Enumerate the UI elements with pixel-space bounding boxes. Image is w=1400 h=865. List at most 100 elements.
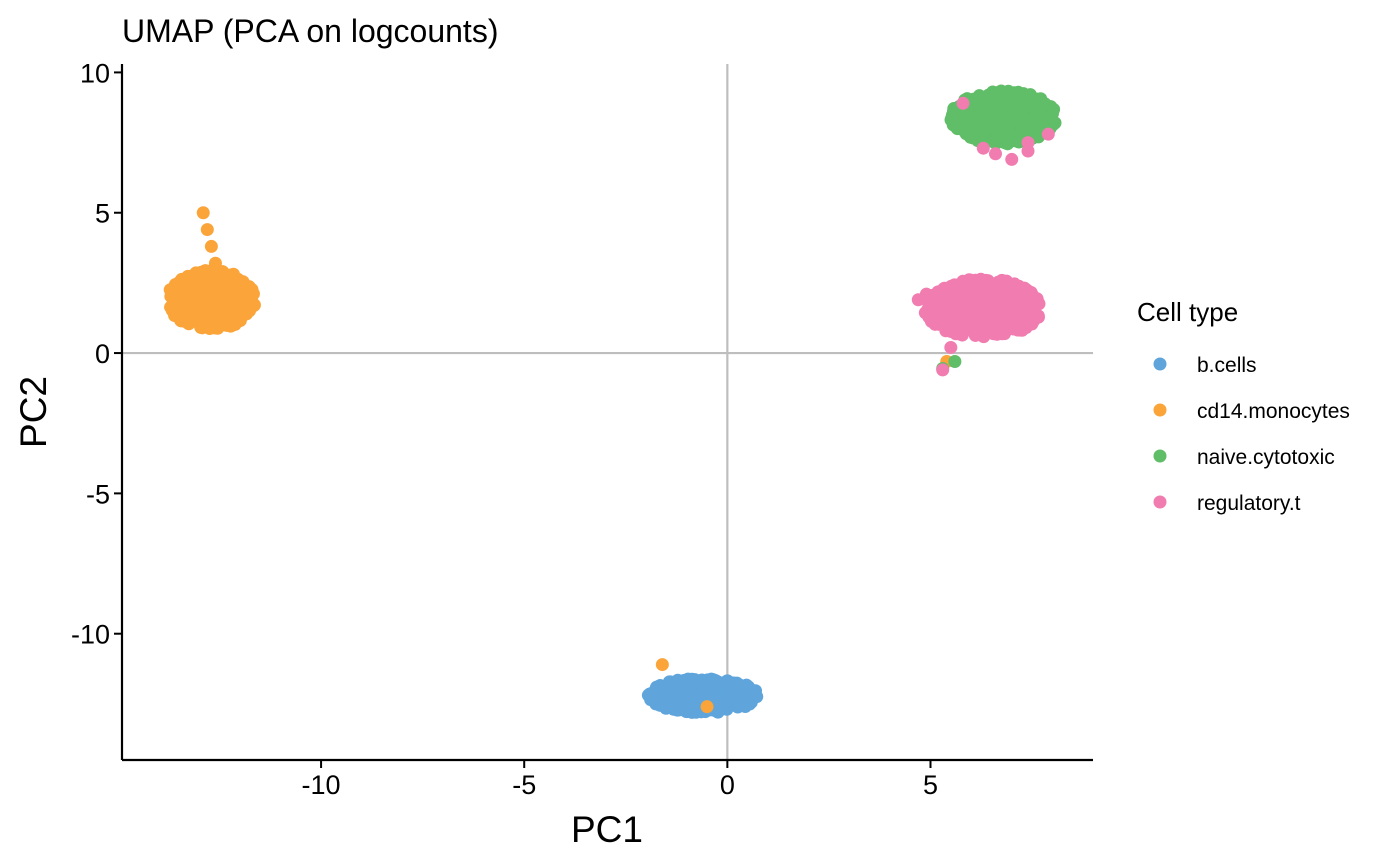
data-point bbox=[947, 111, 961, 125]
data-point bbox=[940, 317, 954, 331]
series-naive.cytotoxic bbox=[944, 84, 1062, 151]
data-point bbox=[985, 98, 999, 112]
data-point bbox=[968, 273, 982, 287]
legend: Cell type b.cells cd14.monocytes naive.cyt… bbox=[1137, 297, 1350, 515]
data-point bbox=[1036, 96, 1050, 110]
series-regulatory.t bbox=[918, 272, 1046, 344]
data-point bbox=[183, 312, 197, 326]
data-point bbox=[961, 118, 975, 132]
data-point bbox=[936, 363, 950, 377]
data-point bbox=[919, 287, 933, 301]
data-point bbox=[1025, 301, 1039, 315]
series-b.cells bbox=[641, 672, 764, 719]
x-tick-label: 0 bbox=[720, 770, 735, 800]
x-tick-label: -5 bbox=[512, 770, 536, 800]
y-tick-label: 5 bbox=[95, 199, 110, 229]
data-point bbox=[164, 289, 178, 303]
y-tick-label: 10 bbox=[80, 58, 110, 88]
data-point bbox=[976, 107, 990, 121]
data-point bbox=[684, 674, 698, 688]
legend-label: regulatory.t bbox=[1197, 492, 1301, 515]
legend-title: Cell type bbox=[1137, 297, 1238, 327]
data-point bbox=[945, 299, 959, 313]
data-point bbox=[990, 131, 1004, 145]
data-point bbox=[684, 688, 698, 702]
data-point bbox=[655, 658, 669, 672]
data-point bbox=[225, 318, 239, 332]
reference-lines bbox=[122, 64, 1093, 760]
data-point bbox=[990, 283, 1004, 297]
x-axis-ticks: -10 -5 0 5 bbox=[302, 760, 938, 800]
data-point bbox=[700, 700, 714, 714]
data-point bbox=[220, 277, 234, 291]
data-point bbox=[961, 315, 975, 329]
data-point bbox=[956, 96, 970, 110]
data-point bbox=[208, 256, 222, 270]
data-point bbox=[1018, 114, 1032, 128]
data-point bbox=[976, 318, 990, 332]
legend-swatch bbox=[1153, 357, 1167, 371]
data-point bbox=[991, 325, 1005, 339]
data-point bbox=[944, 340, 958, 354]
data-point bbox=[948, 354, 962, 368]
x-tick-label: -10 bbox=[302, 770, 341, 800]
data-point bbox=[667, 686, 681, 700]
data-point bbox=[235, 289, 249, 303]
data-point bbox=[975, 124, 989, 138]
data-point bbox=[1004, 116, 1018, 130]
data-point bbox=[1012, 321, 1026, 335]
data-point bbox=[696, 675, 710, 689]
x-axis-title: PC1 bbox=[571, 809, 643, 850]
data-point bbox=[671, 703, 685, 717]
series-extra-cd14.monocytes bbox=[196, 206, 954, 714]
data-point bbox=[199, 319, 213, 333]
data-point bbox=[1041, 127, 1055, 141]
data-point bbox=[200, 310, 214, 324]
scatter-points bbox=[163, 84, 1062, 719]
data-point bbox=[204, 239, 218, 253]
data-point bbox=[1011, 291, 1025, 305]
y-tick-label: 0 bbox=[95, 339, 110, 369]
data-point bbox=[198, 264, 212, 278]
data-point bbox=[1000, 279, 1014, 293]
data-point bbox=[183, 282, 197, 296]
data-point bbox=[1025, 317, 1039, 331]
data-point bbox=[992, 315, 1006, 329]
legend-swatch bbox=[1153, 403, 1167, 417]
data-point bbox=[986, 297, 1000, 311]
data-point bbox=[201, 293, 215, 307]
data-point bbox=[967, 303, 981, 317]
series-extra-regulatory.t bbox=[911, 96, 1055, 377]
data-point bbox=[1045, 106, 1059, 120]
data-point bbox=[951, 326, 965, 340]
data-point bbox=[918, 306, 932, 320]
data-point bbox=[701, 685, 715, 699]
y-axis-ticks: -10 -5 0 5 10 bbox=[71, 58, 122, 650]
data-point bbox=[730, 690, 744, 704]
data-point bbox=[929, 289, 943, 303]
data-point bbox=[653, 695, 667, 709]
data-point bbox=[1030, 129, 1044, 143]
data-point bbox=[711, 695, 725, 709]
data-point bbox=[1023, 88, 1037, 102]
x-tick-label: 5 bbox=[923, 770, 938, 800]
data-point bbox=[200, 223, 214, 237]
data-point bbox=[975, 290, 989, 304]
legend-swatch bbox=[1153, 449, 1167, 463]
data-point bbox=[1012, 87, 1026, 101]
data-point bbox=[1008, 305, 1022, 319]
data-point bbox=[711, 675, 725, 689]
legend-label: cd14.monocytes bbox=[1197, 400, 1350, 423]
y-tick-label: -5 bbox=[86, 479, 110, 509]
data-point bbox=[734, 678, 748, 692]
series-cd14.monocytes bbox=[163, 264, 261, 335]
legend-items: b.cells cd14.monocytes naive.cytotoxic regu… bbox=[1153, 354, 1350, 515]
legend-swatch bbox=[1153, 495, 1167, 509]
data-point bbox=[222, 306, 236, 320]
data-point bbox=[986, 116, 1000, 130]
data-point bbox=[994, 86, 1008, 100]
data-point bbox=[947, 278, 961, 292]
data-point bbox=[979, 273, 993, 287]
data-point bbox=[1005, 152, 1019, 166]
